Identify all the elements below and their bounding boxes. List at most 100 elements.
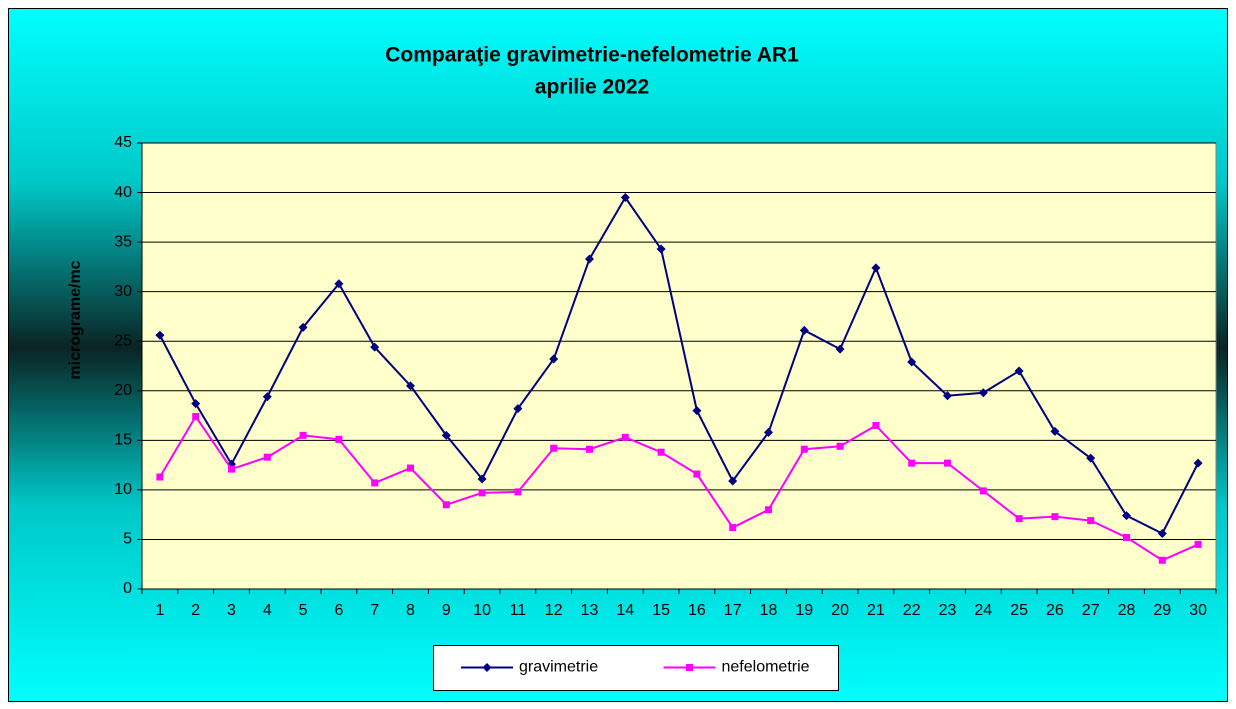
marker: [550, 444, 558, 452]
marker: [944, 459, 951, 467]
marker: [407, 464, 414, 472]
y-tick-label: 15: [114, 432, 132, 449]
x-tick-label: 25: [1010, 602, 1028, 619]
marker: [585, 254, 594, 264]
x-tick-label: 23: [939, 602, 957, 619]
series-line: [159, 195, 1199, 535]
x-tick-label: 22: [903, 602, 921, 619]
marker: [155, 330, 165, 340]
x-tick-label: 26: [1046, 602, 1064, 619]
marker: [1157, 528, 1167, 538]
x-tick-label: 1: [155, 602, 164, 619]
x-tick-label: 11: [510, 602, 527, 619]
marker: [656, 244, 666, 254]
x-tick-label: 2: [191, 602, 200, 619]
legend-marker: [686, 664, 693, 671]
x-tick-label: 24: [974, 602, 992, 619]
y-tick-label: 45: [114, 134, 132, 151]
marker: [1015, 515, 1023, 523]
y-tick-label: 10: [114, 481, 132, 498]
chart-title: Comparaţie gravimetrie-nefelometrie AR1: [385, 44, 799, 67]
x-tick-label: 8: [406, 602, 415, 619]
y-axis-label: micrograme/mc: [67, 260, 84, 379]
x-tick-label: 6: [334, 602, 343, 619]
marker: [836, 442, 844, 450]
marker: [192, 413, 200, 421]
y-tick-label: 20: [114, 382, 132, 399]
marker: [692, 406, 702, 416]
marker: [979, 487, 987, 495]
x-tick-label: 28: [1118, 602, 1136, 619]
x-tick-label: 21: [867, 602, 885, 619]
x-tick-label: 4: [263, 602, 272, 619]
marker: [299, 431, 307, 439]
x-tick-label: 16: [688, 602, 706, 619]
marker: [621, 433, 629, 441]
y-tick-label: 35: [114, 233, 132, 250]
marker: [477, 474, 487, 484]
marker: [228, 465, 235, 473]
marker: [263, 453, 271, 461]
marker: [908, 459, 916, 467]
marker: [156, 473, 164, 481]
marker: [191, 399, 201, 409]
y-tick-label: 25: [114, 332, 132, 349]
x-tick-label: 7: [370, 602, 379, 619]
marker: [514, 488, 522, 496]
marker: [943, 391, 952, 401]
y-tick-label: 40: [114, 184, 132, 201]
marker: [1086, 453, 1096, 463]
plot-area: [141, 142, 1217, 590]
x-tick-label: 13: [581, 602, 599, 619]
marker: [335, 435, 343, 443]
marker: [1122, 511, 1131, 521]
x-tick-label: 20: [831, 602, 849, 619]
legend-marker: [482, 663, 492, 672]
marker: [729, 524, 737, 532]
marker: [586, 445, 593, 453]
x-tick-label: 14: [616, 602, 634, 619]
marker: [262, 392, 272, 402]
x-tick-label: 15: [652, 602, 670, 619]
marker: [693, 470, 701, 478]
marker: [835, 344, 845, 354]
marker: [1050, 426, 1060, 436]
marker: [728, 476, 738, 486]
x-tick-label: 29: [1153, 602, 1171, 619]
marker: [657, 448, 665, 456]
marker: [978, 388, 988, 398]
marker: [371, 479, 379, 487]
marker: [1158, 556, 1166, 564]
marker: [478, 489, 486, 497]
marker: [370, 342, 380, 352]
marker: [800, 445, 808, 453]
marker: [765, 506, 772, 514]
x-tick-label: 9: [442, 602, 451, 619]
y-tick-label: 30: [114, 283, 132, 300]
x-tick-label: 27: [1082, 602, 1100, 619]
marker: [1193, 458, 1203, 468]
marker: [1194, 540, 1202, 548]
marker: [406, 381, 415, 391]
x-tick-label: 17: [724, 602, 742, 619]
marker: [441, 430, 451, 440]
marker: [1087, 517, 1095, 525]
x-tick-label: 3: [227, 602, 236, 619]
marker: [1123, 533, 1130, 541]
marker: [620, 193, 630, 203]
marker: [334, 279, 344, 289]
x-tick-label: 5: [299, 602, 308, 619]
marker: [764, 427, 773, 437]
chart-subtitle: aprilie 2022: [535, 76, 649, 99]
marker: [872, 421, 880, 429]
marker: [871, 263, 881, 273]
x-tick-label: 30: [1189, 602, 1207, 619]
y-tick-label: 5: [123, 531, 132, 548]
legend-label: nefelometrie: [722, 659, 810, 676]
series-line: [159, 414, 1199, 562]
marker: [298, 322, 308, 332]
marker: [799, 325, 809, 335]
marker: [907, 357, 917, 367]
